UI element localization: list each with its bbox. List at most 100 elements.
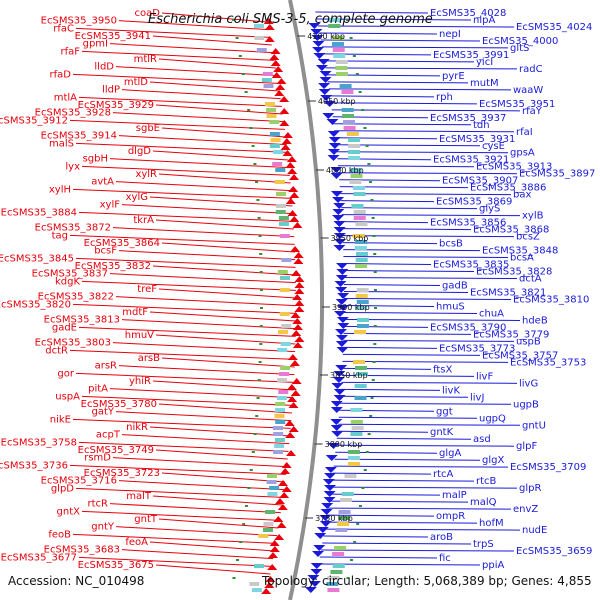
- gene-label[interactable]: glgX: [482, 455, 504, 466]
- gene-label[interactable]: envZ: [513, 504, 538, 515]
- gene-label[interactable]: EcSMS35_3921: [433, 155, 509, 166]
- gene-label[interactable]: tdh: [473, 120, 490, 131]
- gene-label[interactable]: EcSMS35_3941: [75, 31, 151, 42]
- gene-label[interactable]: glpD: [51, 483, 74, 494]
- gene-label[interactable]: rfaC: [53, 23, 74, 34]
- gene-label[interactable]: EcSMS35_3677: [1, 552, 77, 563]
- gene-label[interactable]: EcSMS35_3907: [442, 176, 518, 187]
- gene-label[interactable]: rtcA: [433, 469, 454, 480]
- gene-label[interactable]: EcSMS35_3659: [516, 546, 592, 557]
- gene-label[interactable]: EcSMS35_3886: [470, 183, 546, 194]
- gene-label[interactable]: EcSMS35_3897: [519, 169, 595, 180]
- gene-label[interactable]: EcSMS35_3753: [510, 357, 586, 368]
- gene-label[interactable]: aroB: [430, 532, 453, 543]
- gene-label[interactable]: dctA: [519, 274, 542, 285]
- gene-label[interactable]: xylB: [522, 211, 544, 222]
- gene-label[interactable]: arsB: [138, 353, 160, 364]
- gene-label[interactable]: EcSMS35_3780: [81, 399, 157, 410]
- gene-label[interactable]: nikE: [50, 414, 71, 425]
- gene-label[interactable]: glpR: [519, 483, 541, 494]
- gene-label[interactable]: nepI: [439, 29, 461, 40]
- gene-label[interactable]: glpF: [516, 441, 537, 452]
- gene-label[interactable]: yicI: [476, 57, 493, 68]
- gene-label[interactable]: EcSMS35_3914: [41, 131, 117, 142]
- gene-label[interactable]: EcSMS35_3810: [513, 294, 589, 305]
- gene-label[interactable]: rfaI: [516, 127, 533, 138]
- gene-label[interactable]: lldD: [94, 62, 114, 73]
- gene-label[interactable]: avtA: [91, 177, 114, 188]
- gene-label[interactable]: feoA: [125, 537, 148, 548]
- gene-label[interactable]: EcSMS35_3675: [78, 560, 154, 571]
- gene-label[interactable]: EcSMS35_3813: [44, 315, 120, 326]
- gene-label[interactable]: acpT: [96, 430, 121, 441]
- gene-label[interactable]: EcSMS35_3709: [510, 462, 586, 473]
- gene-label[interactable]: EcSMS35_3912: [0, 115, 68, 126]
- gene-label[interactable]: rph: [436, 92, 453, 103]
- gene-label[interactable]: hmuS: [436, 301, 465, 312]
- gene-label[interactable]: yhiR: [129, 376, 151, 387]
- gene-label[interactable]: EcSMS35_4028: [430, 8, 506, 19]
- gene-label[interactable]: EcSMS35_3832: [75, 261, 151, 272]
- gene-label[interactable]: asd: [473, 434, 491, 445]
- gene-label[interactable]: gatY: [91, 407, 114, 418]
- gene-label[interactable]: kdgK: [55, 276, 80, 287]
- gene-label[interactable]: EcSMS35_3869: [436, 197, 512, 208]
- gene-label[interactable]: mtlR: [134, 54, 157, 65]
- gene-label[interactable]: EcSMS35_3929: [78, 100, 154, 111]
- gene-label[interactable]: xylR: [135, 169, 157, 180]
- gene-label[interactable]: EcSMS35_3820: [0, 299, 71, 310]
- gene-label[interactable]: sgbH: [83, 154, 108, 165]
- gene-label[interactable]: ompR: [436, 511, 465, 522]
- gene-label[interactable]: EcSMS35_3773: [439, 343, 515, 354]
- gene-label[interactable]: livK: [442, 385, 460, 396]
- gene-label[interactable]: bcsZ: [516, 232, 540, 243]
- gene-label[interactable]: gadE: [52, 322, 77, 333]
- gene-label[interactable]: malS: [49, 138, 74, 149]
- forward-gene-labels[interactable]: coaD EcSMS35_3950rfaCEcSMS35_3941gpmIrfaF…: [0, 8, 160, 571]
- gene-label[interactable]: rfaD: [50, 69, 72, 80]
- gene-label[interactable]: EcSMS35_3822: [38, 292, 114, 303]
- gene-label[interactable]: mtlA: [54, 92, 77, 103]
- gene-label[interactable]: rfaF: [60, 46, 80, 57]
- gene-label[interactable]: EcSMS35_3790: [430, 322, 506, 333]
- gene-label[interactable]: EcSMS35_4000: [482, 36, 558, 47]
- gene-label[interactable]: EcSMS35_3749: [78, 445, 154, 456]
- gene-label[interactable]: EcSMS35_4024: [516, 22, 592, 33]
- gene-label[interactable]: nudE: [522, 525, 547, 536]
- gene-label[interactable]: EcSMS35_3848: [482, 246, 558, 257]
- gene-label[interactable]: EcSMS35_3872: [35, 223, 111, 234]
- gene-label[interactable]: hdeB: [522, 315, 548, 326]
- gene-label[interactable]: gntX: [57, 506, 81, 517]
- gene-label[interactable]: rsmD: [84, 453, 111, 464]
- gene-label[interactable]: dlgD: [128, 146, 151, 157]
- gene-label[interactable]: EcSMS35_3828: [476, 267, 552, 278]
- gene-label[interactable]: gntU: [522, 420, 546, 431]
- gene-label[interactable]: gadB: [442, 281, 468, 292]
- gene-label[interactable]: gpsA: [510, 148, 535, 159]
- gene-label[interactable]: EcSMS35_3845: [0, 253, 74, 264]
- gene-label[interactable]: EcSMS35_3937: [430, 113, 506, 124]
- gene-label[interactable]: EcSMS35_3950: [41, 16, 117, 27]
- gene-label[interactable]: malQ: [470, 497, 497, 508]
- gene-label[interactable]: EcSMS35_3864: [84, 238, 160, 249]
- gene-label[interactable]: uspA: [55, 391, 80, 402]
- gene-label[interactable]: EcSMS35_3837: [32, 269, 108, 280]
- gene-label[interactable]: fic: [439, 553, 451, 564]
- gene-label[interactable]: mdtF: [122, 307, 148, 318]
- gene-label[interactable]: chuA: [479, 308, 504, 319]
- gene-label[interactable]: pyrE: [442, 71, 465, 82]
- gene-label[interactable]: coaD: [135, 8, 161, 19]
- gene-label[interactable]: hofM: [479, 518, 504, 529]
- gene-label[interactable]: lldP: [102, 85, 120, 96]
- gene-label[interactable]: waaW: [513, 85, 543, 96]
- gene-label[interactable]: gntY: [91, 522, 115, 533]
- gene-label[interactable]: EcSMS35_3868: [473, 225, 549, 236]
- gene-label[interactable]: radC: [519, 64, 543, 75]
- gene-label[interactable]: EcSMS35_3835: [433, 260, 509, 271]
- gene-label[interactable]: EcSMS35_3931: [439, 134, 515, 145]
- gene-label[interactable]: ugpQ: [479, 413, 506, 424]
- gene-label[interactable]: malT: [126, 491, 152, 502]
- gene-label[interactable]: livF: [476, 371, 493, 382]
- gene-label[interactable]: EcSMS35_3913: [476, 162, 552, 173]
